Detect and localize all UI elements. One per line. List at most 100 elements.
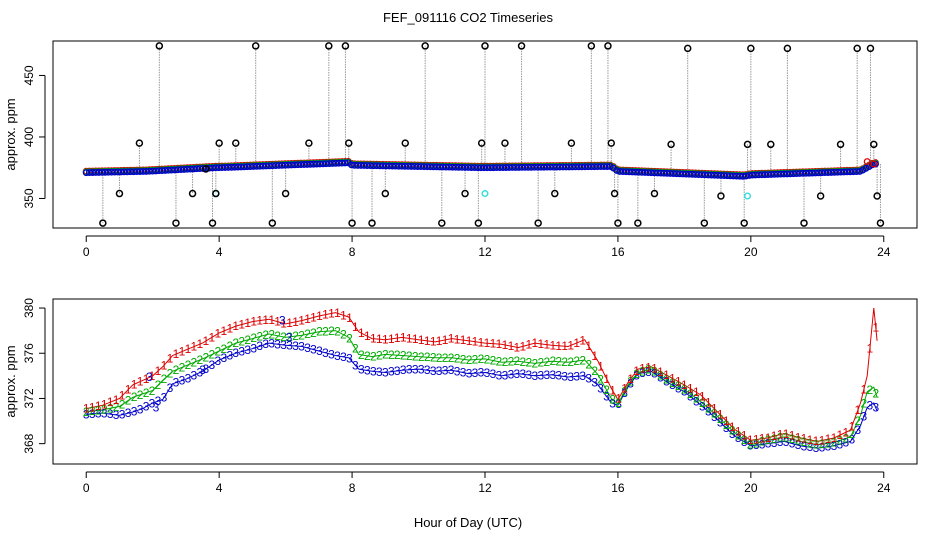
series-2-marker: 2 — [370, 349, 377, 363]
point-background-3 — [385, 162, 393, 170]
series-2-marker: 2 — [699, 396, 706, 410]
series-3-marker: 3 — [185, 371, 192, 385]
series-2-marker: 2 — [555, 355, 562, 369]
bottom-y-tick-label: 380 — [22, 298, 36, 318]
series-1-marker: 1 — [573, 336, 580, 350]
point-background-3 — [136, 168, 144, 175]
series-3-marker: 3 — [681, 385, 688, 399]
series-3-marker: 3 — [125, 406, 132, 420]
series-2-marker: 2 — [561, 355, 568, 369]
series-3-marker: 3 — [537, 368, 544, 382]
point-background-3 — [335, 159, 343, 167]
series-1-marker: 1 — [711, 402, 718, 416]
point-background-3 — [158, 167, 166, 175]
series-1-marker: 1 — [543, 338, 550, 352]
series-1-marker: 1 — [508, 339, 515, 353]
point-background-3 — [303, 160, 311, 168]
series-1-marker: 1 — [244, 316, 251, 330]
series-1-marker: 1 — [388, 332, 395, 346]
series-3-marker: 3 — [364, 364, 371, 378]
series-2-marker: 2 — [149, 384, 156, 398]
spike-point — [461, 189, 469, 198]
point-background-3 — [591, 163, 598, 171]
series-2-marker: 2 — [232, 336, 239, 350]
series-3-marker: 3 — [621, 386, 628, 400]
point-background-3 — [821, 169, 829, 177]
series-1-marker: 1 — [376, 332, 383, 346]
series-1-marker: 1 — [478, 336, 485, 350]
bottom-x-tick-label: 16 — [611, 481, 625, 495]
series-1-marker: 1 — [526, 338, 533, 352]
series-1-marker: 1 — [490, 337, 497, 351]
point-background-3 — [310, 160, 317, 168]
series-2-marker: 2 — [532, 356, 539, 370]
series-2-marker: 2 — [651, 364, 658, 378]
point-background-3 — [603, 163, 611, 170]
point-background-3 — [701, 171, 709, 179]
series-3-marker: 3 — [657, 371, 664, 385]
series-3-marker: 3 — [153, 400, 160, 414]
series-3-marker: 3 — [699, 399, 706, 413]
series-2-marker: 2 — [633, 367, 640, 381]
point-background-3 — [246, 163, 254, 170]
series-1-marker: 1 — [274, 315, 281, 329]
point-background-3 — [717, 171, 725, 179]
series-1-marker: 1 — [113, 393, 120, 407]
series-1-marker: 1 — [125, 383, 132, 397]
series-3-marker: 3 — [143, 400, 150, 414]
series-1-marker: 1 — [567, 338, 574, 352]
series-2-marker: 2 — [262, 328, 269, 342]
series-1-marker: 1 — [597, 360, 604, 374]
point-background-3 — [291, 161, 299, 169]
series-2-marker: 2 — [167, 367, 174, 381]
series-2-marker: 2 — [424, 350, 431, 364]
point-background-3 — [499, 164, 507, 171]
series-1-marker: 1 — [424, 334, 431, 348]
point-background-3 — [625, 168, 633, 176]
series-2-marker: 2 — [268, 328, 275, 342]
series-2-marker: 2 — [400, 349, 407, 363]
series-3-marker: 3 — [424, 363, 431, 377]
point-background-3 — [351, 161, 359, 169]
series-3-marker: 3 — [717, 415, 724, 429]
series-3-marker: 3 — [783, 435, 790, 449]
spike-point — [155, 42, 164, 50]
series-2-marker: 2 — [155, 378, 162, 392]
series-2-marker: 2 — [537, 356, 544, 370]
series-2-marker: 2 — [460, 352, 467, 366]
series-3-marker: 3 — [107, 407, 114, 421]
point-background-3 — [448, 163, 456, 171]
point-background-3 — [518, 163, 526, 171]
series-1-marker: 1 — [364, 329, 371, 343]
series-3-marker: 3 — [310, 343, 317, 357]
series-2-marker: 2 — [711, 407, 718, 421]
series-1-marker: 1 — [412, 332, 419, 346]
series-3-marker: 3 — [490, 367, 497, 381]
series-2-marker: 2 — [508, 355, 515, 369]
series-3-marker: 3 — [573, 369, 580, 383]
spike-point — [607, 139, 616, 147]
point-background-3 — [812, 169, 819, 177]
spike-point — [747, 44, 755, 53]
series-3-marker: 3 — [639, 366, 646, 380]
point-background-3 — [426, 163, 434, 171]
point-background-3 — [250, 162, 257, 170]
spike-point — [743, 140, 752, 149]
point-background-3 — [641, 169, 649, 176]
series-2-marker: 2 — [855, 414, 862, 428]
series-2-marker: 2 — [843, 431, 850, 445]
point-background-3 — [363, 162, 371, 169]
series-3-marker: 3 — [279, 313, 286, 327]
series-2-marker: 2 — [801, 435, 808, 449]
spike-point — [634, 219, 642, 227]
series-3-marker: 3 — [555, 369, 562, 383]
point-background-3 — [262, 162, 270, 170]
series-2-marker: 2 — [185, 358, 192, 372]
series-3-marker: 3 — [304, 341, 311, 355]
point-cyan — [481, 190, 489, 198]
series-1-marker: 1 — [699, 389, 706, 403]
spike-point — [202, 165, 210, 173]
point-background-3 — [578, 163, 586, 171]
x-axis-label: Hour of Day (UTC) — [414, 515, 522, 530]
point-background-3 — [205, 164, 213, 172]
